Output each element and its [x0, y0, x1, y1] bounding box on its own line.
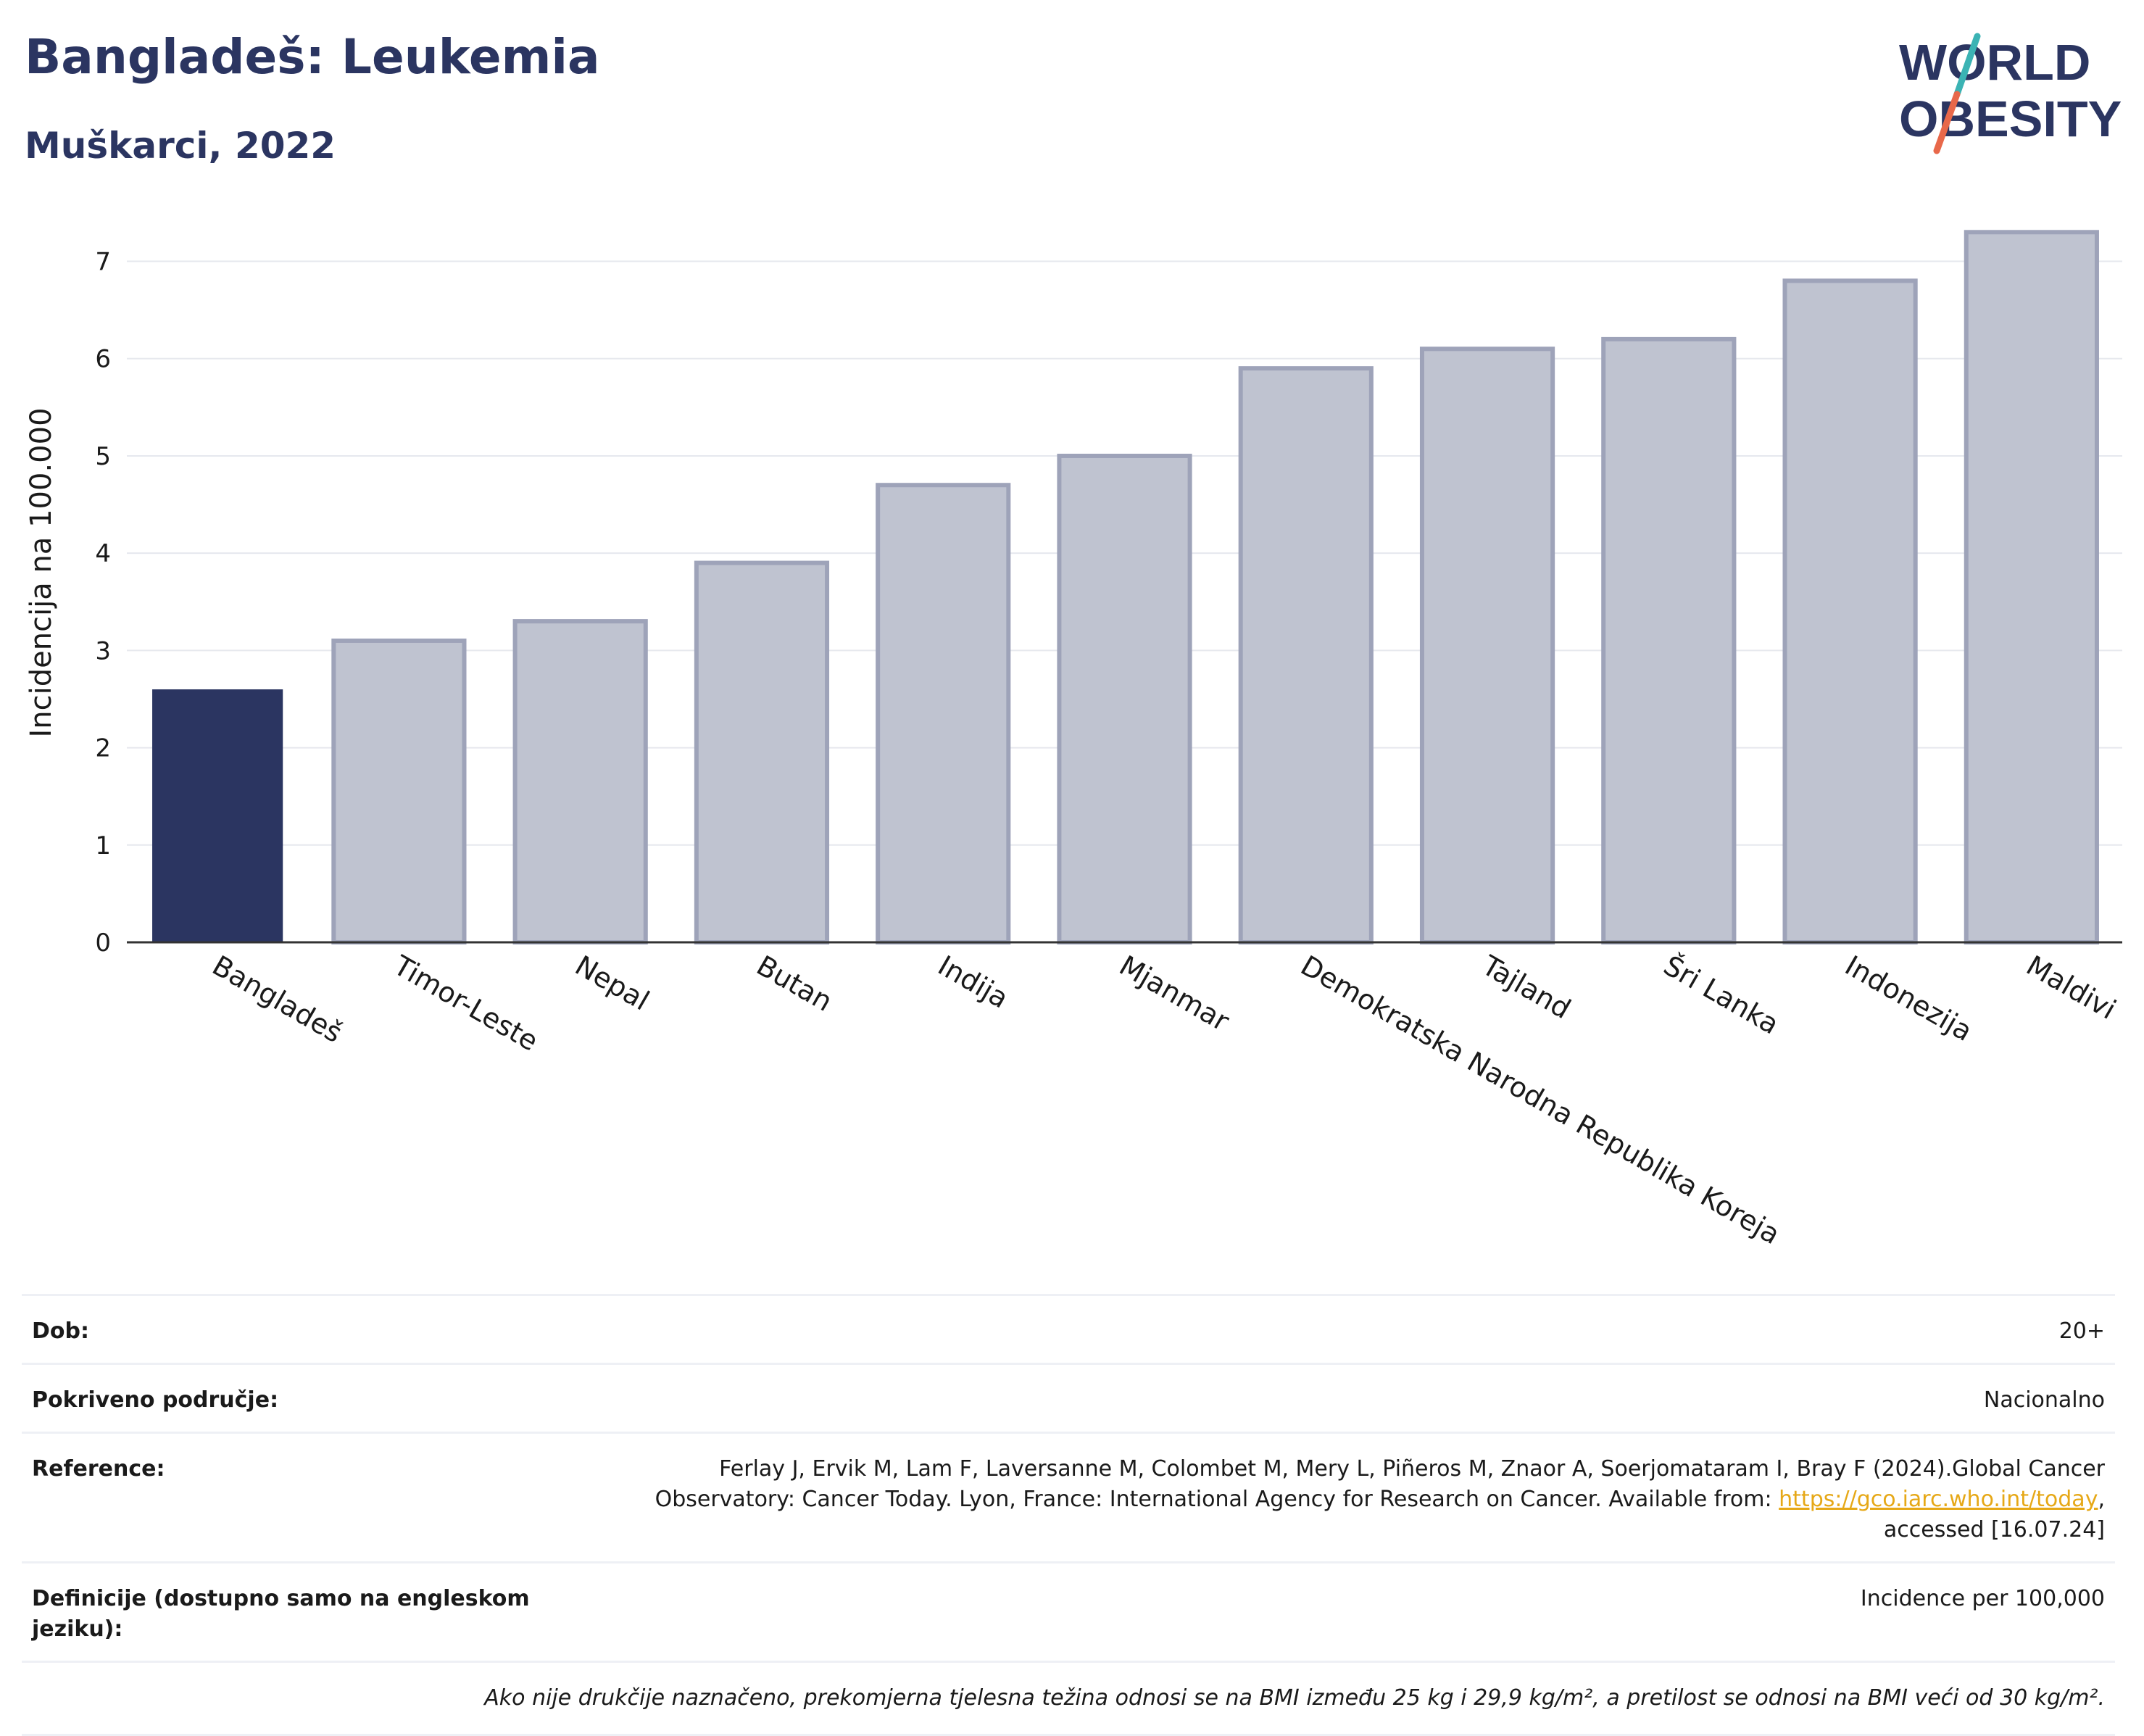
bar-5[interactable]: [1057, 453, 1192, 944]
x-tick-label: Butan: [751, 950, 837, 1018]
bar-8[interactable]: [1601, 336, 1737, 945]
bars: [152, 230, 2099, 945]
meta-value: Nacionalno: [1983, 1387, 2105, 1413]
bar-6[interactable]: [1238, 366, 1374, 944]
logo-slash-teal: [1953, 33, 1981, 98]
y-tick-label: 0: [95, 929, 111, 958]
logo-text-world: WORLD: [1899, 34, 2090, 91]
x-tick-label: Nepal: [570, 950, 655, 1017]
page-title: Bangladeš: Leukemia: [25, 29, 600, 85]
reference-text: Ferlay J, Ervik M, Lam F, Laversanne M, …: [655, 1456, 2105, 1512]
y-tick-label: 3: [95, 636, 111, 665]
bar-chart: 0 1 2 3 4 5 6 7 Bangladeš Timor-Leste Nepal Butan I…: [25, 230, 2122, 1250]
meta-row-reference: Reference: Ferlay J, Ervik M, Lam F, Lav…: [22, 1432, 2115, 1561]
meta-value: Incidence per 100,000: [1860, 1586, 2105, 1611]
world-obesity-logo: WORLD OBESITY: [1899, 33, 2122, 154]
metadata-table: Dob: 20+ Pokriveno područje: Nacionalno …: [22, 1294, 2115, 1736]
y-tick-label: 4: [95, 539, 111, 568]
x-tick-label: Tajland: [1476, 949, 1576, 1025]
x-axis-ticks: Bangladeš Timor-Leste Nepal Butan Indija Mjan…: [207, 949, 2122, 1250]
meta-row-definitions: Definicije (dostupno samo na engleskom j…: [22, 1561, 2115, 1661]
x-tick-label: Timor-Leste: [388, 949, 544, 1057]
x-tick-label: Indonezija: [1840, 950, 1977, 1047]
meta-key: Definicije (dostupno samo na engleskom j…: [32, 1586, 530, 1642]
x-tick-label: Bangladeš: [207, 950, 348, 1049]
x-tick-label: Mjanmar: [1114, 950, 1235, 1038]
logo-text-obesity: OBESITY: [1899, 91, 2122, 147]
meta-row-coverage: Pokriveno područje: Nacionalno: [22, 1363, 2115, 1432]
logo-slash-coral: [1933, 91, 1961, 154]
bar-0[interactable]: [152, 689, 283, 942]
y-axis-label: Incidencija na 100.000: [25, 407, 58, 737]
y-tick-label: 2: [95, 734, 111, 763]
meta-value: 20+: [2058, 1318, 2105, 1344]
bar-10[interactable]: [1964, 230, 2099, 944]
meta-key: Pokriveno područje:: [32, 1387, 279, 1413]
meta-row-age: Dob: 20+: [22, 1294, 2115, 1363]
y-tick-label: 1: [95, 831, 111, 860]
reference-link[interactable]: https://gco.iarc.who.int/today: [1779, 1487, 2098, 1512]
bar-4[interactable]: [876, 483, 1011, 944]
reference-accessed: , accessed [16.07.24]: [1883, 1487, 2105, 1542]
footnote: Ako nije drukčije naznačeno, prekomjerna…: [22, 1661, 2115, 1736]
y-tick-label: 6: [95, 345, 111, 374]
bar-2[interactable]: [512, 619, 648, 945]
bar-1[interactable]: [331, 638, 467, 945]
meta-key: Reference:: [32, 1456, 165, 1482]
y-axis-ticks: 0 1 2 3 4 5 6 7: [95, 248, 111, 958]
meta-key: Dob:: [32, 1318, 89, 1344]
x-tick-label: Maldivi: [2021, 950, 2121, 1026]
meta-value: Ferlay J, Ervik M, Lam F, Laversanne M, …: [583, 1454, 2105, 1545]
bar-9[interactable]: [1782, 278, 1918, 944]
bar-3[interactable]: [694, 560, 830, 944]
x-tick-label: Šri Lanka: [1658, 950, 1784, 1041]
page-subtitle: Muškarci, 2022: [25, 125, 336, 167]
y-tick-label: 5: [95, 442, 111, 471]
bar-7[interactable]: [1419, 346, 1555, 944]
y-tick-label: 7: [95, 248, 111, 277]
x-tick-label: Indija: [933, 950, 1014, 1015]
